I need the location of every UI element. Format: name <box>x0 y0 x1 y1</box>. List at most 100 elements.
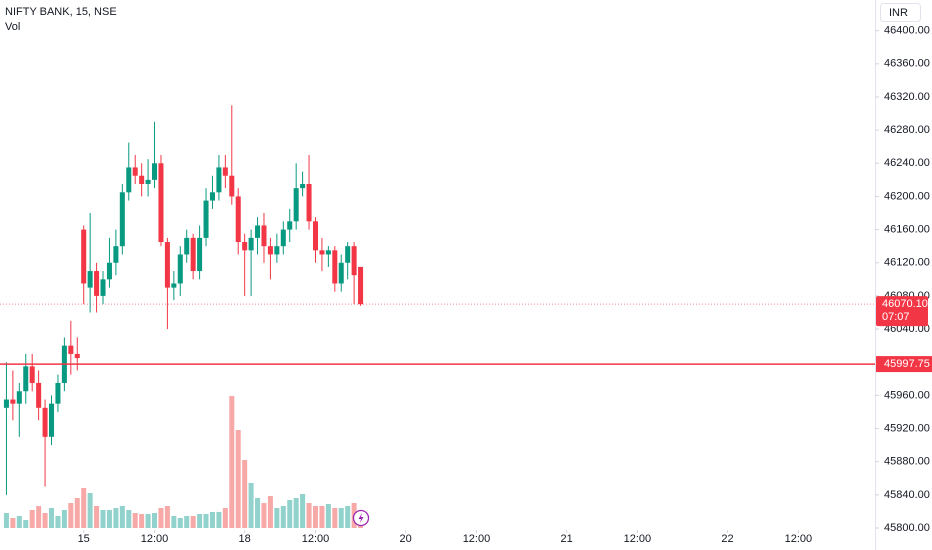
volume-bar <box>164 506 170 528</box>
candle-body <box>190 237 196 272</box>
candle-body <box>325 250 331 255</box>
candle-body <box>338 262 344 284</box>
lightning-bolt[interactable] <box>358 513 364 523</box>
candle-body <box>345 246 351 263</box>
last-price-label: 46070.10 <box>882 298 928 310</box>
currency-button[interactable] <box>880 3 921 22</box>
volume-bar <box>16 516 22 528</box>
countdown-label: 07:07 <box>882 311 910 323</box>
x-tick-label: 22 <box>721 533 733 545</box>
volume-bar <box>48 508 55 528</box>
volume-bar <box>42 513 48 528</box>
candle-body <box>280 229 286 247</box>
volume-bar <box>81 488 87 528</box>
volume-bar <box>139 514 145 528</box>
x-tick-label: 12:00 <box>141 533 169 545</box>
candle-body <box>306 184 312 222</box>
x-tick-label: 12:00 <box>624 533 652 545</box>
y-tick-label: 46240.00 <box>884 157 930 169</box>
y-tick-label: 45840.00 <box>884 489 930 501</box>
volume-bar <box>55 516 61 528</box>
candle-body <box>29 366 35 383</box>
candle-body <box>126 167 132 193</box>
x-tick-label: 12:00 <box>785 533 813 545</box>
y-tick-label: 46160.00 <box>884 224 930 236</box>
y-tick-label: 46320.00 <box>884 91 930 103</box>
candle-body <box>216 167 222 193</box>
candle-body <box>94 271 100 296</box>
candle-body <box>119 192 125 247</box>
candle-body <box>55 382 61 404</box>
volume-bar <box>203 514 209 528</box>
candle-body <box>132 167 138 176</box>
candle-body <box>74 353 80 359</box>
volume-bar <box>293 498 299 528</box>
candle-body <box>203 200 209 238</box>
candle-body <box>332 250 338 284</box>
y-tick-label: 45960.00 <box>884 389 930 401</box>
candle-body <box>36 382 42 408</box>
candle-body <box>87 271 93 288</box>
volume-bar <box>94 506 100 528</box>
candle-body <box>300 184 306 189</box>
candle-body <box>177 254 183 284</box>
candle-body <box>16 391 22 404</box>
y-tick-label: 45920.00 <box>884 422 930 434</box>
chart-title: NIFTY BANK, 15, NSE <box>5 6 117 18</box>
candle-body <box>235 196 241 243</box>
y-tick-label: 46360.00 <box>884 58 930 70</box>
candle-body <box>81 229 87 284</box>
volume-bar <box>242 460 248 528</box>
y-tick-label: 46280.00 <box>884 124 930 136</box>
volume-bar <box>74 498 80 528</box>
volume-bar <box>319 506 325 528</box>
volume-bar <box>113 508 119 528</box>
volume-bar <box>29 510 35 528</box>
candle-body <box>358 266 364 305</box>
candle-body <box>171 283 177 288</box>
volume-bar <box>312 506 319 528</box>
volume-bar <box>255 498 261 528</box>
volume-bar <box>119 506 125 528</box>
x-tick-label: 12:00 <box>463 533 491 545</box>
candle-body <box>274 246 280 255</box>
volume-bar <box>267 496 273 528</box>
volume-bar <box>158 508 164 528</box>
x-tick-label: 18 <box>239 533 251 545</box>
y-tick-label: 46120.00 <box>884 257 930 269</box>
volume-bar <box>132 513 138 528</box>
x-tick-label: 21 <box>560 533 572 545</box>
candle-body <box>48 403 55 437</box>
candle-body <box>267 246 273 255</box>
currency[interactable]: INR <box>889 7 908 19</box>
candle-body <box>100 279 106 296</box>
volume-bar <box>248 483 254 528</box>
volume-bar <box>177 518 183 528</box>
y-tick-label: 46200.00 <box>884 190 930 202</box>
last-price-tag <box>876 296 928 327</box>
volume-bar <box>171 516 177 528</box>
plot-area <box>3 105 364 528</box>
volume-bar <box>152 513 158 528</box>
candle-body <box>248 237 254 251</box>
y-tick-label: 45800.00 <box>884 522 930 534</box>
candle-body <box>106 262 112 280</box>
volume-bar <box>184 516 190 528</box>
volume-bar <box>36 506 42 528</box>
volume-bar <box>274 508 280 528</box>
candle-body <box>287 221 293 230</box>
volume-bar <box>261 503 267 528</box>
volume-bar <box>87 493 93 528</box>
candle-body <box>209 192 215 201</box>
x-tick-label: 12:00 <box>302 533 330 545</box>
x-tick-label: 15 <box>78 533 90 545</box>
volume-bar <box>126 510 132 528</box>
candle-body <box>145 179 151 185</box>
candle-body <box>242 242 248 251</box>
volume-bar <box>61 510 67 528</box>
lightning-icon[interactable] <box>352 509 370 527</box>
candle-body <box>164 242 170 288</box>
candle-body <box>312 221 319 251</box>
